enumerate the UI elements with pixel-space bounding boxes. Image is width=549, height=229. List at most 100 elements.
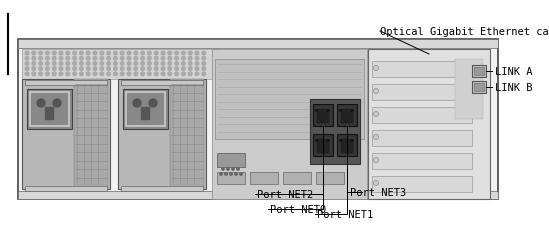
- Circle shape: [73, 68, 76, 71]
- Circle shape: [59, 52, 63, 56]
- Circle shape: [114, 62, 117, 66]
- Circle shape: [202, 57, 205, 61]
- Circle shape: [202, 68, 205, 71]
- Circle shape: [148, 57, 151, 61]
- Bar: [18, 191, 498, 199]
- Circle shape: [25, 52, 29, 56]
- Bar: [126, 93, 165, 126]
- Circle shape: [114, 52, 117, 56]
- Circle shape: [373, 112, 378, 117]
- Circle shape: [188, 52, 192, 56]
- Circle shape: [46, 73, 49, 76]
- Bar: [372, 153, 472, 169]
- Circle shape: [188, 57, 192, 61]
- Text: LINK A: LINK A: [495, 67, 533, 77]
- Circle shape: [161, 68, 165, 71]
- Circle shape: [73, 52, 76, 56]
- Circle shape: [154, 57, 158, 61]
- Circle shape: [120, 68, 124, 71]
- Bar: [121, 186, 203, 191]
- Circle shape: [148, 73, 151, 76]
- Circle shape: [59, 62, 63, 66]
- Circle shape: [100, 62, 104, 66]
- Circle shape: [141, 73, 144, 76]
- Bar: [215, 60, 364, 139]
- Circle shape: [86, 57, 90, 61]
- Circle shape: [127, 73, 131, 76]
- Circle shape: [373, 181, 378, 186]
- Circle shape: [161, 57, 165, 61]
- Circle shape: [161, 73, 165, 76]
- Bar: [25, 186, 107, 191]
- Circle shape: [237, 168, 239, 170]
- Circle shape: [39, 52, 42, 56]
- Circle shape: [80, 68, 83, 71]
- Circle shape: [127, 62, 131, 66]
- Circle shape: [168, 68, 172, 71]
- Circle shape: [182, 73, 185, 76]
- Circle shape: [80, 62, 83, 66]
- Circle shape: [59, 73, 63, 76]
- Bar: [141, 108, 149, 120]
- Circle shape: [195, 52, 199, 56]
- Bar: [45, 108, 53, 120]
- Bar: [315, 139, 319, 142]
- Circle shape: [120, 62, 124, 66]
- Bar: [310, 100, 360, 164]
- Circle shape: [175, 52, 178, 56]
- Circle shape: [195, 68, 199, 71]
- Circle shape: [93, 73, 97, 76]
- Bar: [455, 60, 483, 120]
- Circle shape: [373, 66, 378, 71]
- Bar: [474, 84, 484, 92]
- Circle shape: [107, 62, 110, 66]
- Circle shape: [202, 52, 205, 56]
- Bar: [372, 62, 472, 78]
- Circle shape: [107, 68, 110, 71]
- Bar: [337, 134, 357, 156]
- Circle shape: [39, 73, 42, 76]
- Bar: [340, 109, 354, 124]
- Bar: [212, 50, 367, 199]
- Circle shape: [107, 73, 110, 76]
- Bar: [170, 80, 204, 189]
- Circle shape: [66, 52, 70, 56]
- Bar: [339, 109, 343, 112]
- Bar: [372, 176, 472, 192]
- Circle shape: [46, 52, 49, 56]
- Circle shape: [66, 73, 70, 76]
- Circle shape: [182, 68, 185, 71]
- Circle shape: [32, 68, 36, 71]
- Circle shape: [134, 73, 138, 76]
- Circle shape: [39, 57, 42, 61]
- Bar: [18, 40, 498, 49]
- Text: Port NET2: Port NET2: [257, 189, 313, 199]
- Circle shape: [182, 52, 185, 56]
- Circle shape: [220, 173, 222, 175]
- Circle shape: [32, 62, 36, 66]
- Circle shape: [168, 57, 172, 61]
- Bar: [313, 105, 333, 126]
- Circle shape: [168, 73, 172, 76]
- Circle shape: [80, 57, 83, 61]
- Circle shape: [127, 52, 131, 56]
- Text: Optical Gigabit Ethernet card: Optical Gigabit Ethernet card: [380, 27, 549, 37]
- Circle shape: [73, 57, 76, 61]
- Circle shape: [202, 62, 205, 66]
- Bar: [316, 172, 344, 184]
- Circle shape: [134, 52, 138, 56]
- Circle shape: [93, 68, 97, 71]
- Circle shape: [127, 57, 131, 61]
- Circle shape: [39, 62, 42, 66]
- Circle shape: [168, 62, 172, 66]
- Circle shape: [230, 173, 232, 175]
- Circle shape: [107, 57, 110, 61]
- Circle shape: [195, 57, 199, 61]
- Circle shape: [232, 168, 234, 170]
- Circle shape: [127, 68, 131, 71]
- Circle shape: [182, 57, 185, 61]
- Circle shape: [46, 68, 49, 71]
- Bar: [27, 90, 72, 129]
- Circle shape: [46, 62, 49, 66]
- Circle shape: [25, 73, 29, 76]
